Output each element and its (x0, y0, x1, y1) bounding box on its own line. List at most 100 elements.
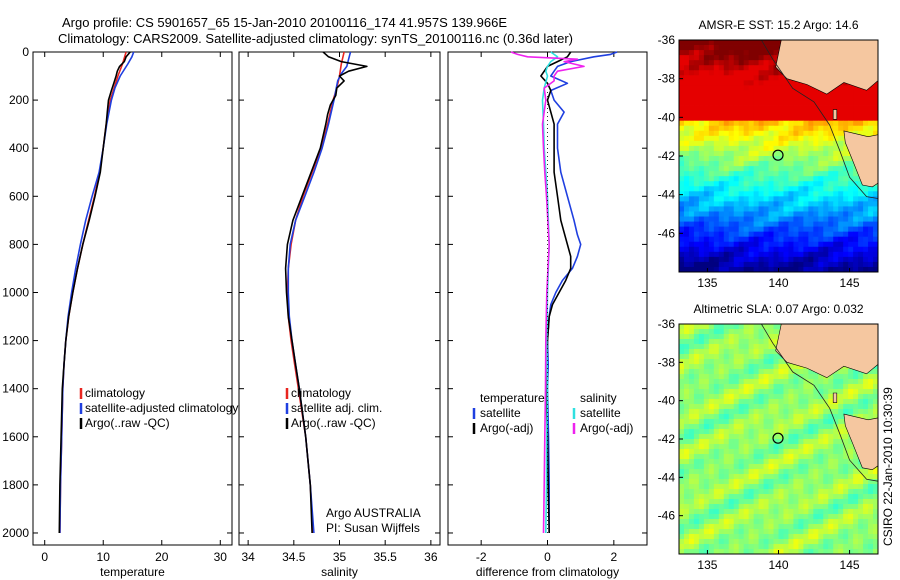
heatmap-cell (868, 110, 874, 117)
heatmap-cell (803, 231, 809, 238)
heatmap-cell (778, 479, 784, 485)
heatmap-cell (848, 474, 854, 480)
heatmap-cell (703, 459, 710, 465)
heatmap-cell (753, 409, 760, 415)
heatmap-cell (698, 226, 705, 233)
heatmap-cell (813, 399, 819, 405)
heatmap-cell (828, 414, 834, 420)
heatmap-cell (738, 444, 745, 450)
heatmap-cell (803, 394, 809, 400)
heatmap-cell (813, 231, 819, 238)
heatmap-cell (703, 359, 710, 365)
heatmap-cell (733, 394, 740, 400)
heatmap-cell (773, 454, 779, 460)
heatmap-cell (748, 256, 755, 263)
heatmap-cell (868, 231, 874, 238)
heatmap-cell (703, 201, 710, 207)
heatmap-cell (763, 359, 769, 365)
heatmap-cell (843, 549, 849, 555)
heatmap-cell (713, 549, 720, 555)
heatmap-cell (718, 211, 725, 217)
heatmap-cell (833, 266, 839, 273)
heatmap-cell (708, 504, 715, 510)
heatmap-cell (798, 256, 804, 263)
heatmap-cell (693, 489, 700, 495)
heatmap-cell (753, 166, 760, 172)
heatmap-cell (768, 150, 774, 157)
heatmap-cell (679, 469, 685, 475)
heatmap-cell (818, 191, 824, 197)
heatmap-cell (708, 514, 715, 520)
heatmap-cell (788, 256, 794, 263)
heatmap-cell (798, 241, 804, 248)
heatmap-cell (688, 95, 695, 101)
heatmap-cell (679, 324, 685, 330)
heatmap-cell (788, 145, 794, 152)
heatmap-cell (868, 524, 874, 530)
heatmap-cell (703, 424, 710, 430)
heatmap-cell (738, 80, 745, 86)
heatmap-cell (708, 221, 715, 228)
legend-label: climatology (85, 386, 145, 400)
heatmap-cell (723, 539, 730, 545)
heatmap-cell (793, 499, 799, 505)
heatmap-cell (679, 334, 685, 340)
heatmap-cell (703, 519, 710, 525)
heatmap-cell (808, 544, 814, 550)
heatmap-cell (873, 256, 879, 263)
heatmap-cell (708, 469, 715, 475)
heatmap-cell (823, 454, 829, 460)
heatmap-cell (778, 409, 784, 415)
heatmap-cell (768, 364, 774, 370)
heatmap-cell (693, 359, 700, 365)
heatmap-cell (693, 65, 700, 71)
heatmap-cell (703, 469, 710, 475)
heatmap-cell (863, 509, 869, 515)
heatmap-cell (733, 166, 740, 172)
heatmap-cell (679, 90, 685, 96)
heatmap-cell (723, 150, 730, 157)
heatmap-cell (723, 85, 730, 91)
heatmap-cell (738, 359, 745, 365)
heatmap-cell (748, 176, 755, 182)
heatmap-cell (738, 489, 745, 495)
heatmap-cell (758, 161, 764, 167)
heatmap-cell (828, 419, 834, 425)
heatmap-cell (773, 181, 779, 187)
heatmap-cell (683, 55, 690, 61)
heatmap-cell (713, 354, 720, 360)
heatmap-cell (813, 484, 819, 490)
heatmap-cell (679, 429, 685, 435)
heatmap-cell (783, 494, 789, 500)
heatmap-cell (748, 454, 755, 460)
heatmap-cell (778, 100, 784, 106)
heatmap-cell (833, 206, 839, 212)
heatmap-cell (688, 100, 695, 106)
heatmap-cell (738, 384, 745, 390)
heatmap-cell (768, 105, 774, 112)
heatmap-cell (743, 489, 750, 495)
heatmap-cell (768, 419, 774, 425)
heatmap-cell (683, 344, 690, 350)
heatmap-cell (773, 100, 779, 106)
heatmap-cell (868, 236, 874, 243)
heatmap-cell (679, 95, 685, 101)
heatmap-cell (698, 454, 705, 460)
map-y-tick-label: -40 (658, 110, 676, 124)
heatmap-cell (723, 266, 730, 273)
heatmap-cell (813, 156, 819, 162)
heatmap-cell (813, 524, 819, 530)
heatmap-cell (768, 349, 774, 355)
heatmap-cell (848, 519, 854, 525)
heatmap-cell (873, 105, 879, 112)
heatmap-cell (773, 344, 779, 350)
heatmap-cell (798, 509, 804, 515)
heatmap-cell (863, 529, 869, 535)
heatmap-cell (728, 389, 735, 395)
heatmap-cell (833, 105, 839, 112)
heatmap-cell (708, 389, 715, 395)
heatmap-cell (863, 384, 869, 390)
heatmap-cell (788, 120, 794, 127)
heatmap-cell (698, 90, 705, 96)
heatmap-cell (793, 105, 799, 112)
